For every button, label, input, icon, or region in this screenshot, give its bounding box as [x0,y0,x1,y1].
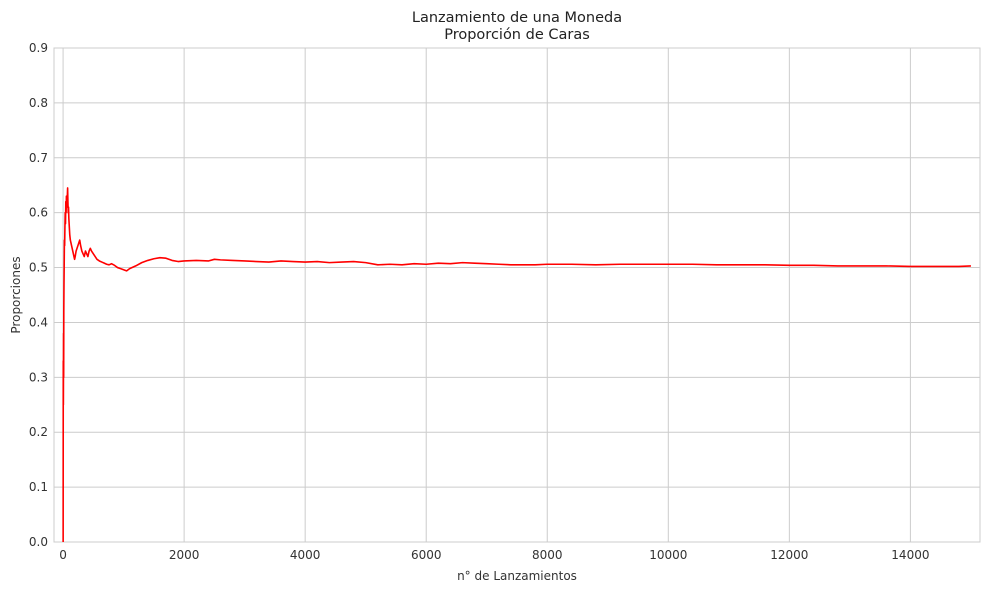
y-tick-label: 0.1 [29,480,48,494]
y-tick-labels: 0.0 0.1 0.2 0.3 0.4 0.5 0.6 0.7 0.8 0.9 [29,41,48,549]
x-tick-label: 10000 [649,548,687,562]
series-line [62,187,971,543]
x-tick-label: 0 [59,548,67,562]
y-tick-label: 0.0 [29,535,48,549]
chart-title: Lanzamiento de una Moneda [412,10,622,26]
x-tick-label: 4000 [290,548,321,562]
x-tick-label: 14000 [891,548,929,562]
x-tick-label: 2000 [169,548,200,562]
y-tick-label: 0.6 [29,206,48,220]
y-axis-label: Proporciones [9,256,23,333]
y-tick-label: 0.4 [29,315,48,329]
y-tick-label: 0.2 [29,425,48,439]
y-tick-label: 0.3 [29,370,48,384]
y-tick-label: 0.9 [29,41,48,55]
y-tick-label: 0.8 [29,96,48,110]
x-tick-label: 12000 [770,548,808,562]
x-axis-label: n° de Lanzamientos [457,569,577,583]
x-tick-label: 6000 [411,548,442,562]
grid [54,47,980,543]
plot-area [53,47,981,543]
y-tick-label: 0.5 [29,261,48,275]
x-tick-labels: 0 2000 4000 6000 8000 10000 12000 14000 [59,548,929,562]
chart-subtitle: Proporción de Caras [444,27,590,43]
x-tick-label: 8000 [532,548,563,562]
y-tick-label: 0.7 [29,151,48,165]
